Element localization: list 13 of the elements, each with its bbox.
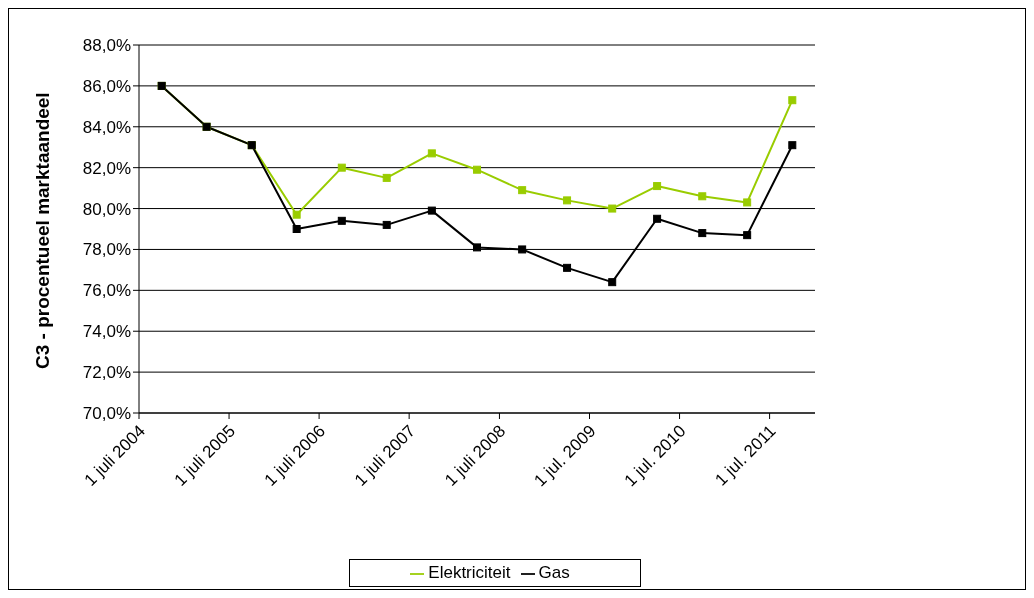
y-tick-label: 78,0% xyxy=(82,240,131,260)
y-tick-label: 74,0% xyxy=(82,322,131,342)
y-tick-label: 70,0% xyxy=(82,404,131,424)
y-axis-title: C3 - procentueel marktaandeel xyxy=(31,92,53,369)
y-tick-label: 80,0% xyxy=(82,199,131,219)
y-tick-label: 86,0% xyxy=(82,76,131,96)
legend-label: Gas xyxy=(538,563,570,582)
y-tick-label: 72,0% xyxy=(82,363,131,383)
legend-label: Elektriciteit xyxy=(428,563,511,582)
y-tick-label: 84,0% xyxy=(82,117,131,137)
y-tick-label: 76,0% xyxy=(82,281,131,301)
y-tick-label: 82,0% xyxy=(82,158,131,178)
y-tick-label: 88,0% xyxy=(82,36,131,56)
